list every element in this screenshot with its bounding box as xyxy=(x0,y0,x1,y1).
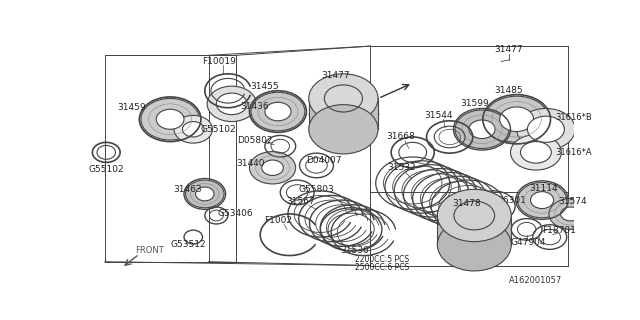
Ellipse shape xyxy=(182,122,204,137)
Text: G55102: G55102 xyxy=(201,125,236,134)
Polygon shape xyxy=(308,99,378,129)
Ellipse shape xyxy=(196,187,214,201)
Text: 31455: 31455 xyxy=(250,83,279,92)
Ellipse shape xyxy=(527,116,564,142)
Text: 31459: 31459 xyxy=(117,103,146,112)
Text: 31478: 31478 xyxy=(452,199,481,208)
Text: G47904: G47904 xyxy=(511,238,546,247)
Text: 31440: 31440 xyxy=(237,159,265,168)
Ellipse shape xyxy=(549,198,592,229)
Text: 31114: 31114 xyxy=(529,184,558,193)
Text: A162001057: A162001057 xyxy=(509,276,563,285)
Text: 31544: 31544 xyxy=(424,111,452,120)
Text: 31668: 31668 xyxy=(387,132,415,141)
Ellipse shape xyxy=(216,93,247,115)
Text: 31477: 31477 xyxy=(321,71,350,80)
Text: D04007: D04007 xyxy=(307,156,342,164)
Text: 31567: 31567 xyxy=(287,197,316,206)
Ellipse shape xyxy=(262,160,284,175)
Text: 31477: 31477 xyxy=(495,45,524,54)
Ellipse shape xyxy=(437,189,511,242)
Ellipse shape xyxy=(207,86,257,122)
Text: 31616*A: 31616*A xyxy=(555,148,592,157)
Ellipse shape xyxy=(500,107,534,132)
Ellipse shape xyxy=(186,180,224,208)
Text: 31574: 31574 xyxy=(559,197,587,206)
Ellipse shape xyxy=(516,108,575,150)
Text: G53512: G53512 xyxy=(170,240,205,249)
Ellipse shape xyxy=(141,99,200,140)
Ellipse shape xyxy=(174,116,212,143)
Text: D05802: D05802 xyxy=(237,136,273,145)
Text: 2200CC:5 PCS: 2200CC:5 PCS xyxy=(355,255,409,264)
Text: 2500CC:6 PCS: 2500CC:6 PCS xyxy=(355,263,409,272)
Text: FRONT: FRONT xyxy=(135,246,164,255)
Ellipse shape xyxy=(484,96,549,142)
Ellipse shape xyxy=(437,219,511,271)
Ellipse shape xyxy=(511,135,561,170)
Ellipse shape xyxy=(561,207,580,221)
Text: 31485: 31485 xyxy=(495,86,524,95)
Ellipse shape xyxy=(308,105,378,154)
Ellipse shape xyxy=(308,74,378,123)
Text: 31436: 31436 xyxy=(241,102,269,111)
Ellipse shape xyxy=(455,110,509,148)
Text: F1002: F1002 xyxy=(264,216,292,225)
Text: G55102: G55102 xyxy=(88,165,124,174)
Ellipse shape xyxy=(250,152,296,184)
Polygon shape xyxy=(437,215,511,245)
Ellipse shape xyxy=(251,92,305,131)
Text: 31599: 31599 xyxy=(460,99,489,108)
Ellipse shape xyxy=(517,182,566,218)
Text: F06301: F06301 xyxy=(492,196,526,204)
Text: F18701: F18701 xyxy=(542,227,576,236)
Text: 31532: 31532 xyxy=(387,163,415,172)
Ellipse shape xyxy=(156,109,184,129)
Ellipse shape xyxy=(469,120,495,139)
Text: F10019: F10019 xyxy=(202,57,236,66)
Ellipse shape xyxy=(520,141,551,163)
Text: 31616*B: 31616*B xyxy=(555,113,592,122)
Text: 31536: 31536 xyxy=(340,246,369,255)
Text: G53406: G53406 xyxy=(218,210,253,219)
Ellipse shape xyxy=(531,192,554,209)
Text: G55803: G55803 xyxy=(299,185,334,194)
Text: 31463: 31463 xyxy=(173,185,202,194)
Ellipse shape xyxy=(265,102,291,121)
